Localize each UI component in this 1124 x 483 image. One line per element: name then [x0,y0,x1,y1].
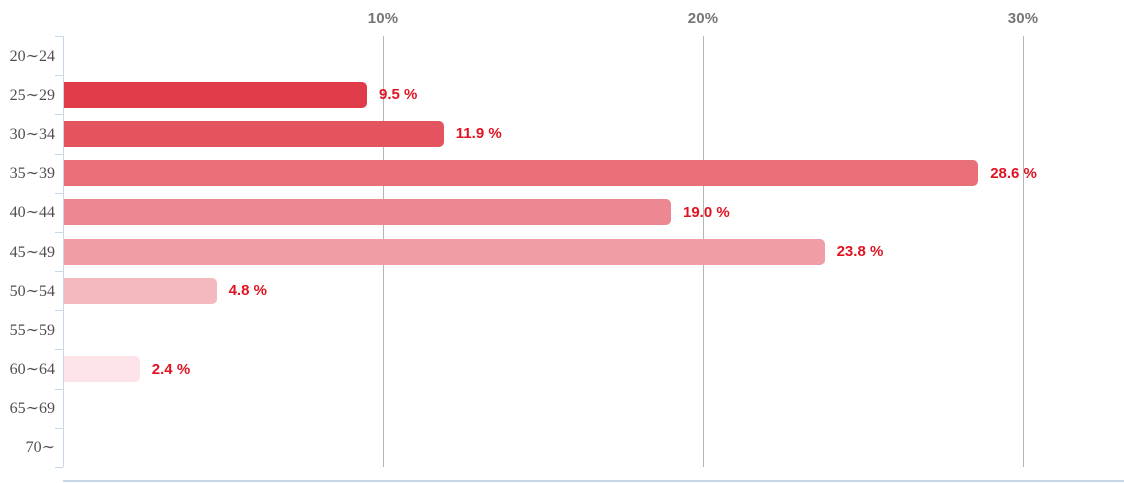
y-axis-tick [55,231,63,233]
y-axis-label: 60∼64 [9,361,55,379]
y-axis-tick [55,310,63,312]
y-axis-label: 35∼39 [9,165,55,183]
chart-row [63,428,1124,467]
chart-row: 11.9 % [63,114,1124,153]
y-axis-tick [55,192,63,194]
y-axis-label: 65∼69 [9,400,55,418]
bar [63,81,367,108]
y-axis-tick [55,114,63,116]
y-axis-label: 30∼34 [9,125,55,143]
y-axis-label: 50∼54 [9,282,55,300]
y-axis-tick [55,153,63,155]
chart-row: 2.4 % [63,350,1124,389]
bar [63,277,217,304]
bar [63,120,444,147]
bar-value-label: 2.4 % [151,360,191,378]
chart-row [63,310,1124,349]
bar [63,160,979,187]
bar-value-label: 28.6 % [990,164,1037,182]
y-axis-line [63,36,64,467]
x-axis-tick-label: 30% [1007,10,1039,27]
bar-value-label: 9.5 % [379,86,418,104]
chart-row: 9.5 % [63,75,1124,114]
bottom-rule [63,480,1124,482]
y-axis-tick [55,75,63,77]
bar-value-label: 4.8 % [228,282,267,300]
y-axis-tick [55,388,63,390]
gridline [1023,36,1024,467]
y-axis-labels: 20∼24 25∼29 30∼34 35∼39 40∼44 45∼49 50∼54 55∼59… [0,36,55,467]
bar-value-label: 23.8 % [836,243,884,261]
x-axis-tick-label: 20% [687,10,719,27]
y-axis-label: 70∼ [25,439,55,457]
y-axis-tick [55,467,63,468]
bar [63,199,671,226]
bar-rows: 9.5 % 11.9 % 28.6 % 19.0 % 23.8 % 4.8 % 2.4 % [63,36,1124,467]
y-axis-tick [55,427,63,429]
chart-row: 23.8 % [63,232,1124,271]
y-axis-tick [55,271,63,273]
chart-row: 19.0 % [63,193,1124,232]
y-axis-label: 20∼24 [9,47,55,65]
y-axis-label: 40∼44 [9,204,55,222]
bar-value-label: 19.0 % [683,203,730,221]
chart-row: 4.8 % [63,271,1124,310]
y-axis-label: 55∼59 [9,321,55,339]
y-axis-label: 45∼49 [9,243,55,261]
chart-row [63,389,1124,428]
bar [63,356,140,383]
y-axis-label: 25∼29 [9,86,55,104]
bar-value-label: 11.9 % [455,125,502,143]
chart-row: 28.6 % [63,154,1124,193]
chart-row [63,36,1124,75]
x-axis-tick-labels: 10% 20% 30% [63,0,1124,36]
y-axis-tick [55,349,63,351]
bar [63,238,825,265]
x-axis-tick-label: 10% [367,10,399,27]
y-axis-tick [55,36,63,37]
plot-area: 9.5 % 11.9 % 28.6 % 19.0 % 23.8 % 4.8 % 2.4 % [63,36,1124,467]
